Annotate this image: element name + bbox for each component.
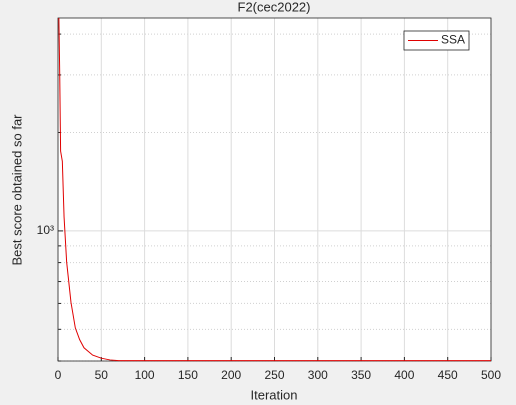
chart-title: F2(cec2022) xyxy=(238,0,311,14)
x-axis-label: Iteration xyxy=(251,387,298,402)
x-tick-label: 400 xyxy=(394,368,414,382)
x-tick-label: 150 xyxy=(178,368,198,382)
x-tick-label: 200 xyxy=(221,368,241,382)
x-tick-label: 100 xyxy=(135,368,155,382)
x-tick-label: 250 xyxy=(264,368,284,382)
legend-label: SSA xyxy=(441,33,465,47)
x-tick-label: 300 xyxy=(308,368,328,382)
y-axis-label: Best score obtained so far xyxy=(9,114,24,266)
x-tick-label: 500 xyxy=(481,368,501,382)
y-tick-label: 10³ xyxy=(37,223,54,237)
x-tick-label: 0 xyxy=(55,368,62,382)
x-tick-label: 350 xyxy=(351,368,371,382)
series-line xyxy=(58,17,491,362)
x-tick-label: 50 xyxy=(95,368,109,382)
x-tick-label: 450 xyxy=(438,368,458,382)
